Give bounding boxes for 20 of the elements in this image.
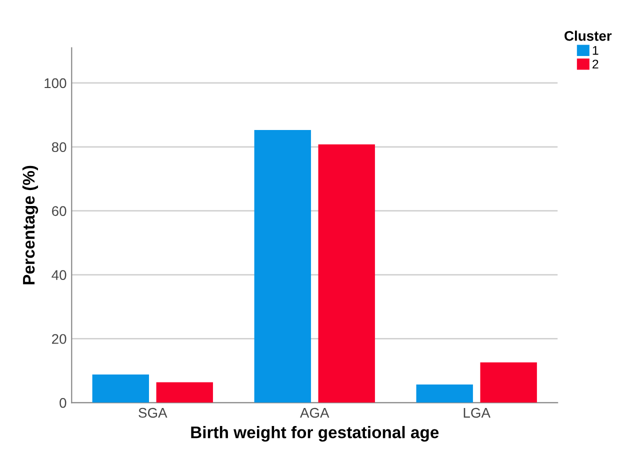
legend-label: 2 bbox=[592, 60, 598, 68]
y-tick-label: 100 bbox=[44, 78, 66, 88]
y-tick-label: 80 bbox=[52, 142, 66, 152]
bar bbox=[480, 362, 537, 403]
x-tick-label: LGA bbox=[464, 408, 490, 418]
y-axis-title: Percentage (%) bbox=[22, 166, 38, 284]
y-tick-label: 0 bbox=[60, 398, 66, 408]
y-tick-label: 40 bbox=[52, 270, 66, 280]
bar bbox=[254, 130, 311, 403]
y-tick-label: 60 bbox=[52, 206, 66, 216]
x-tick-label: SGA bbox=[138, 408, 168, 418]
bar bbox=[318, 144, 375, 403]
x-tick-label: AGA bbox=[300, 408, 330, 418]
legend-title: Cluster bbox=[564, 30, 612, 41]
x-axis-title: Birth weight for gestational age bbox=[191, 426, 439, 442]
bar bbox=[416, 384, 473, 403]
legend-label: 1 bbox=[592, 46, 598, 55]
bar bbox=[156, 382, 213, 403]
bar bbox=[92, 374, 149, 403]
y-tick-label: 20 bbox=[52, 334, 66, 344]
